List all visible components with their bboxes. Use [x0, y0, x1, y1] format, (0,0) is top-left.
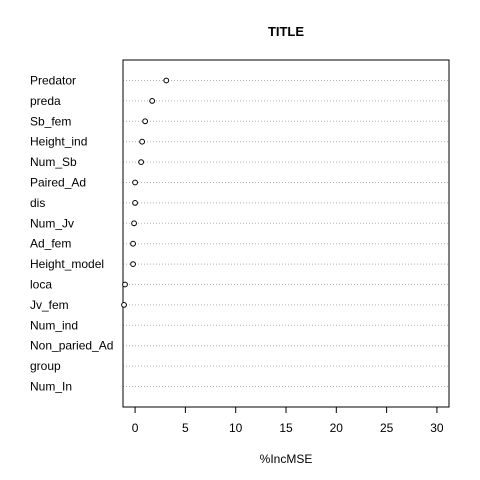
x-tick-label: 0 [132, 421, 139, 435]
variable-label: Num_Sb [30, 155, 77, 169]
x-tick-label: 25 [380, 421, 394, 435]
variable-label: dis [30, 196, 45, 210]
variable-label: Height_ind [30, 135, 87, 149]
grid-lines [123, 80, 449, 387]
x-tick-label: 30 [430, 421, 444, 435]
variable-label: group [30, 359, 61, 373]
variable-label: Num_Jv [30, 216, 74, 230]
variable-label: Predator [30, 74, 76, 88]
variable-label: Num_ind [30, 318, 78, 332]
x-tick-label: 5 [182, 421, 189, 435]
data-points [121, 77, 170, 308]
data-point [121, 302, 127, 308]
variable-label: Paired_Ad [30, 176, 86, 190]
data-point [131, 220, 137, 227]
x-tick-label: 15 [279, 421, 293, 435]
variable-label: Num_In [30, 380, 72, 394]
variable-label: loca [30, 278, 52, 292]
x-axis: 0 5 10 15 20 25 30 [132, 406, 444, 435]
data-point [132, 179, 138, 186]
data-point [122, 281, 128, 288]
data-point [142, 118, 149, 125]
chart-title: TITLE [268, 24, 304, 39]
data-point [139, 138, 146, 145]
x-axis-label: %IncMSE [260, 452, 313, 466]
data-point [130, 240, 136, 247]
variable-label: Ad_fem [30, 237, 71, 251]
variable-label: Height_model [30, 257, 104, 271]
data-point [132, 200, 138, 206]
variable-label: Non_paried_Ad [30, 339, 113, 353]
variable-label: Jv_fem [30, 298, 69, 312]
variable-labels: Predator preda Sb_fem Height_ind Num_Sb Paire… [30, 74, 113, 394]
variable-label: preda [30, 94, 61, 108]
variable-label: Sb_fem [30, 114, 71, 128]
data-point [163, 77, 170, 84]
data-point [138, 159, 145, 166]
plot-area-border [122, 59, 450, 408]
data-point [149, 98, 156, 104]
x-tick-label: 10 [229, 421, 243, 435]
data-point [130, 261, 136, 268]
x-tick-label: 20 [330, 421, 344, 435]
